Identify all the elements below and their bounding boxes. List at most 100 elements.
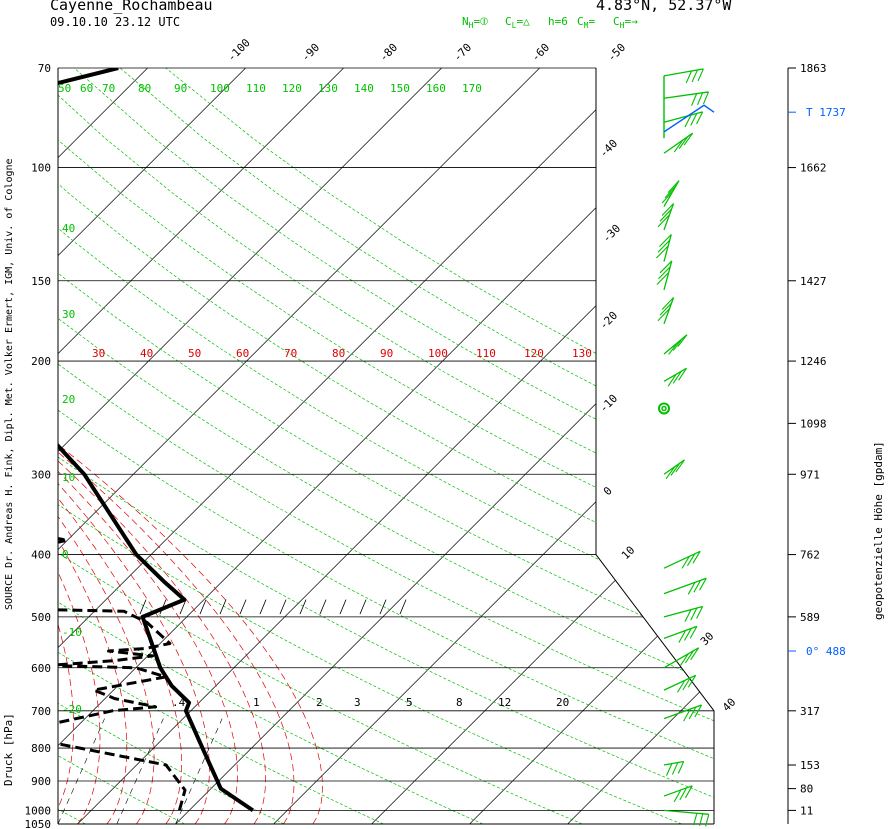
dry-adiabat-line: [58, 68, 714, 824]
height-label: 1098: [800, 417, 827, 430]
mixing-ratio-label: .4: [172, 696, 186, 709]
theta-e-label: 70: [284, 347, 297, 360]
wind-barb-flag: [661, 190, 674, 204]
theta-label: 160: [426, 82, 446, 95]
mixing-ratio-label: 20: [556, 696, 569, 709]
moist-adiabat-line: [58, 374, 210, 824]
theta-label: 60: [80, 82, 93, 95]
mixing-ratio-label: 3: [354, 696, 361, 709]
wind-barb-flag: [677, 334, 688, 348]
pressure-tick-label: 700: [31, 705, 51, 718]
height-label: 1662: [800, 162, 827, 175]
calm-wind-marker: [658, 402, 670, 415]
wind-barb-flag: [702, 91, 710, 105]
theta-label: 100: [210, 82, 230, 95]
height-marker-label: T 1737: [806, 106, 846, 119]
mixing-ratio-line: [116, 718, 164, 824]
isotherm-label: -30: [600, 222, 623, 245]
hatch-mark: [219, 599, 227, 615]
isotherm-line: [175, 68, 714, 824]
theta-e-label: 30: [92, 347, 105, 360]
theta-left-label: 20: [62, 393, 75, 406]
wind-barb-flag: [683, 708, 691, 722]
hatch-mark: [379, 599, 387, 615]
wind-barb-flag: [657, 239, 671, 253]
wind-barb-flag: [677, 761, 685, 774]
wind-barb-flag: [690, 647, 700, 661]
isotherm-line: [58, 68, 246, 824]
wind-barb-flag: [684, 609, 692, 622]
wind-barb-flag: [688, 706, 697, 720]
height-label: 1427: [800, 275, 827, 288]
wind-barb: [663, 203, 675, 231]
height-label: 1863: [800, 62, 827, 75]
dry-adiabat-line: [58, 68, 714, 824]
isotherm-line: [58, 68, 344, 824]
wind-barb-flag: [692, 551, 701, 564]
pressure-tick-label: 100: [31, 162, 51, 175]
wind-barb-flag: [687, 582, 696, 595]
dewpoint-profile: [58, 438, 187, 811]
station-title: Cayenne_Rochambeau: [50, 0, 213, 14]
wind-barb-flag: [696, 111, 704, 125]
pressure-tick-label: 70: [38, 62, 51, 75]
wind-barb-flag: [659, 234, 672, 247]
wind-barb-flag: [657, 308, 670, 322]
legend-entry: NH=⦶: [462, 15, 488, 30]
pressure-tick-label: 800: [31, 742, 51, 755]
wind-barb-flag: [659, 260, 673, 274]
pressure-axis-title: Druck [hPa]: [2, 713, 15, 786]
theta-e-label: 80: [332, 347, 345, 360]
wind-barb-flag: [678, 367, 687, 381]
isotherm-label: -50: [605, 41, 628, 64]
theta-label: 80: [138, 82, 151, 95]
wind-barb: [663, 260, 673, 291]
mixing-ratio-line: [58, 718, 105, 824]
moist-adiabat-line: [58, 374, 182, 824]
isotherm-label: -70: [451, 41, 474, 64]
mixing-ratio-label: 5: [406, 696, 413, 709]
wind-barb-flag: [671, 762, 679, 775]
pressure-tick-label: 500: [31, 611, 51, 624]
wind-barb-flag: [690, 607, 698, 621]
wind-barb-flag: [665, 763, 673, 776]
wind-barb-flag: [685, 70, 693, 84]
wind-barb: [663, 577, 707, 595]
moist-adiabat-line: [58, 374, 266, 824]
theta-label: 50: [58, 82, 71, 95]
hatch-mark: [139, 599, 147, 615]
wind-barb: [663, 809, 709, 815]
dry-adiabat-line: [58, 68, 714, 824]
wind-barb-flag: [681, 556, 690, 569]
wind-barb-flag: [697, 68, 704, 82]
dry-adiabat-line: [58, 68, 583, 824]
isotherm-line: [469, 68, 714, 824]
theta-left-label: 0: [62, 548, 69, 561]
wind-barb-flag: [672, 338, 683, 351]
theta-label: 70: [102, 82, 115, 95]
wind-barb-flag: [691, 93, 698, 106]
theta-e-label: 90: [380, 347, 393, 360]
wind-barb-flag: [657, 214, 670, 228]
height-label: 589: [800, 611, 820, 624]
wind-barb-flag: [679, 787, 688, 801]
wind-barb: [663, 68, 704, 77]
dry-adiabat-line: [73, 68, 714, 824]
isotherm-line: [567, 68, 714, 824]
wind-barb-flag: [696, 606, 704, 619]
theta-label: 120: [282, 82, 302, 95]
wind-barb-flag: [656, 245, 669, 259]
mixing-ratio-label: 2: [316, 696, 323, 709]
theta-e-label: 100: [428, 347, 448, 360]
moist-adiabat-line: [58, 374, 155, 824]
wind-barb-flag: [673, 139, 684, 153]
theta-left-label: -20: [62, 703, 82, 716]
hatch-mark: [359, 599, 367, 615]
pressure-tick-label: 150: [31, 275, 51, 288]
moist-adiabat-line: [58, 374, 128, 824]
wind-barb-flag: [667, 373, 677, 387]
station-location: 4.83°N, 52.37°W: [596, 0, 732, 14]
height-label: 80: [800, 783, 813, 796]
theta-e-label: 50: [188, 347, 201, 360]
